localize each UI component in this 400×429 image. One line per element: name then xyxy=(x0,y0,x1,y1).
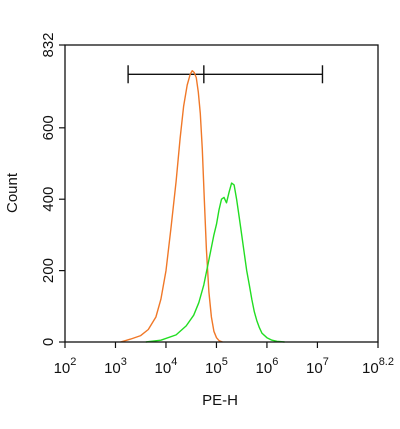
y-tick-label: 600 xyxy=(40,115,57,140)
x-tick-label: 108.2 xyxy=(362,356,394,377)
x-tick-exponent: 5 xyxy=(222,356,228,368)
x-tick-exponent: 7 xyxy=(323,356,329,368)
x-tick-exponent: 3 xyxy=(121,356,127,368)
x-tick-base: 10 xyxy=(155,360,172,377)
x-tick-exponent: 2 xyxy=(70,356,76,368)
x-tick-label: 103 xyxy=(104,356,127,377)
x-tick-exponent: 8.2 xyxy=(379,356,394,368)
y-tick-label: 400 xyxy=(40,187,57,212)
x-tick-label: 107 xyxy=(306,356,329,377)
x-axis-label: PE-H xyxy=(202,392,238,409)
plot-area xyxy=(120,65,324,343)
y-tick-label: 832 xyxy=(40,32,57,57)
series-line-1 xyxy=(120,69,223,343)
series-line-2 xyxy=(145,182,285,343)
x-tick-base: 10 xyxy=(362,360,379,377)
x-tick-base: 10 xyxy=(54,360,71,377)
x-tick-base: 10 xyxy=(205,360,222,377)
x-tick-label: 102 xyxy=(54,356,77,377)
x-tick-exponent: 6 xyxy=(272,356,278,368)
x-tick-base: 10 xyxy=(306,360,323,377)
plot-frame xyxy=(64,44,379,343)
y-tick-label: 0 xyxy=(40,338,57,346)
y-tick-label: 200 xyxy=(40,258,57,283)
x-tick-base: 10 xyxy=(256,360,273,377)
x-tick-exponent: 4 xyxy=(171,356,177,368)
x-tick-label: 105 xyxy=(205,356,228,377)
y-axis-label: Count xyxy=(4,172,21,213)
x-tick-label: 104 xyxy=(155,356,178,377)
x-tick-base: 10 xyxy=(104,360,121,377)
x-tick-label: 106 xyxy=(256,356,279,377)
